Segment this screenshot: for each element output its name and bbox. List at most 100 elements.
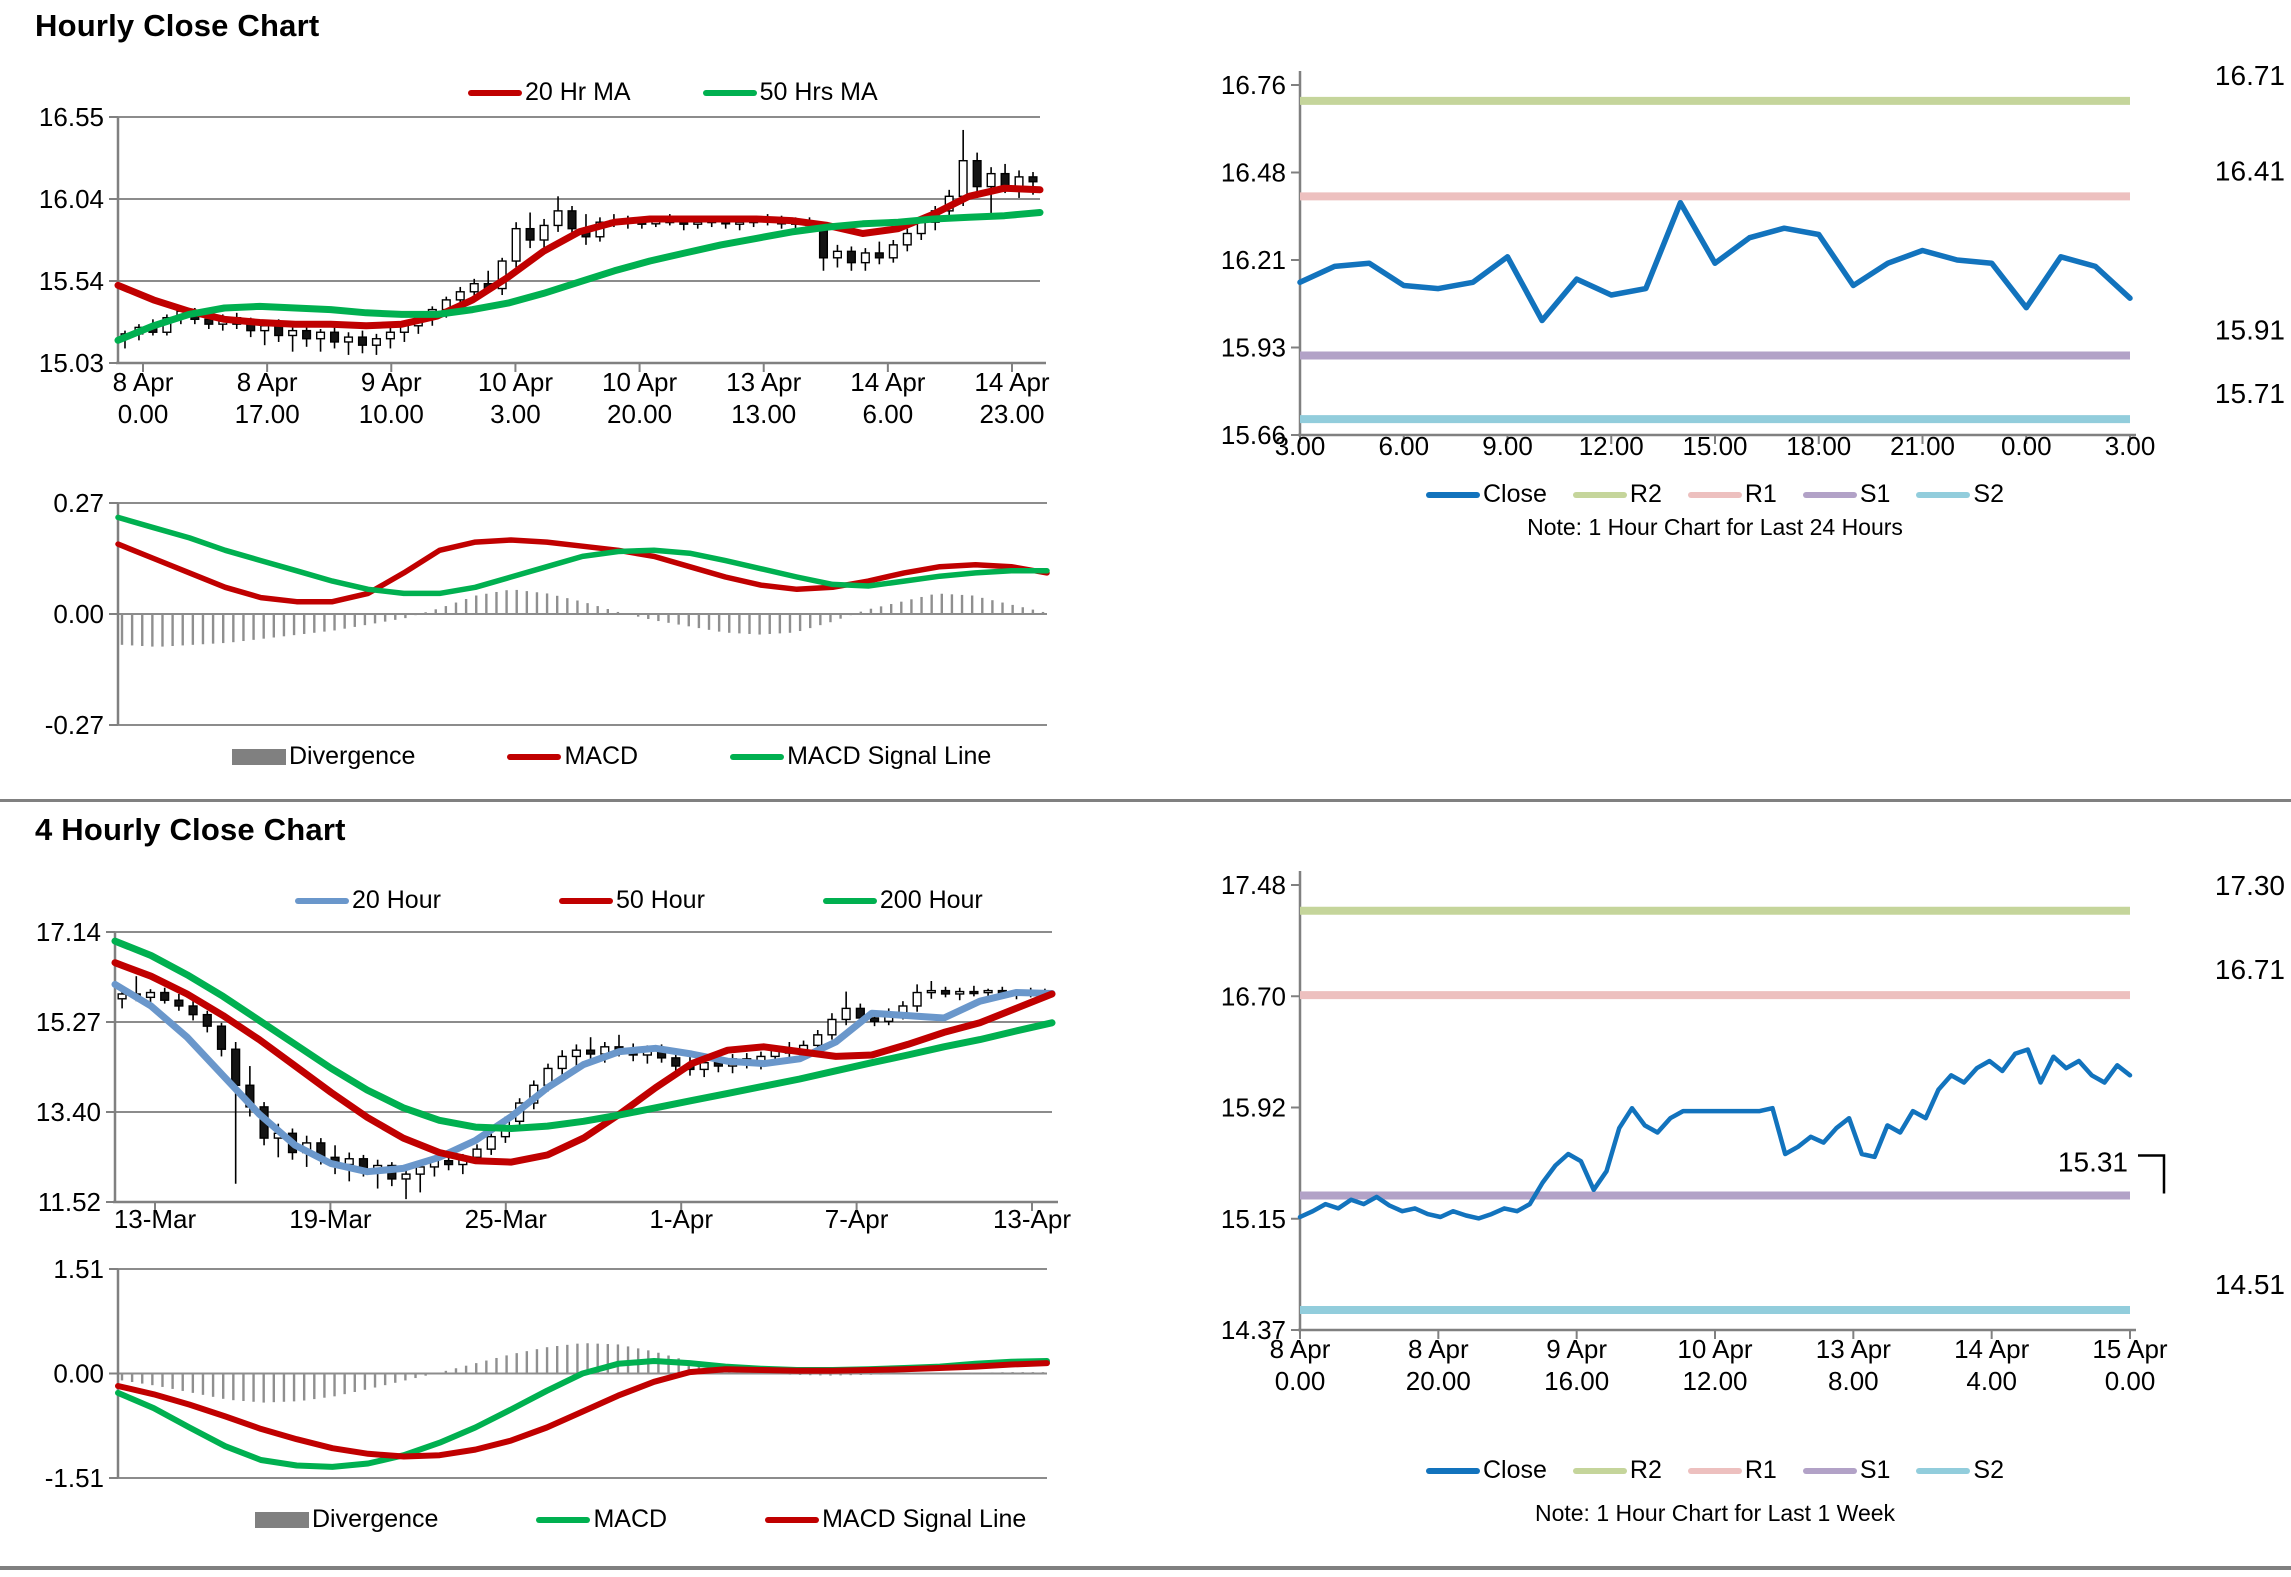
- candle-body: [260, 325, 270, 332]
- macd-lines: [115, 1360, 1050, 1460]
- x-tick-label: 8 Apr: [1270, 1334, 1331, 1364]
- legend-line-swatch: [295, 897, 349, 904]
- candle-body: [539, 224, 549, 241]
- x-tick-label: 13 Apr: [1816, 1334, 1892, 1364]
- legend-label: S1: [1859, 480, 1891, 508]
- x-tick-label: 15.00: [1682, 431, 1747, 461]
- x-tick-label: 20.00: [1406, 1366, 1471, 1396]
- candle-body: [972, 159, 982, 188]
- legend-line-swatch: [558, 897, 613, 904]
- legend-label: S2: [1973, 480, 2005, 508]
- legend-label: MACD Signal Line: [787, 742, 992, 770]
- legend-line-swatch: [1802, 491, 1857, 498]
- x-tick-label: 10 Apr: [478, 367, 554, 397]
- close-line: [1297, 1047, 2133, 1221]
- legend-line-swatch: [536, 1516, 591, 1523]
- legend-label: MACD Signal Line: [822, 1505, 1027, 1533]
- level-callout-bracket: [2138, 1154, 2166, 1194]
- y-tick-label: 13.40: [36, 1097, 101, 1127]
- candles: [117, 976, 1050, 1200]
- y-tick-label: -0.27: [45, 710, 104, 740]
- legend-label: Divergence: [312, 1505, 439, 1533]
- legend-item-r1: R1: [1687, 480, 1777, 509]
- candle-body: [469, 282, 479, 293]
- pivot-24h-legend: Close R2 R1 S1 S2: [1300, 480, 2130, 509]
- pivot-week-note: Note: 1 Hour Chart for Last 1 Week: [1534, 1500, 1896, 1526]
- candle-body: [455, 291, 465, 301]
- ma-lines: [111, 937, 1056, 1132]
- candle-body: [926, 989, 936, 994]
- candle-body: [145, 991, 156, 999]
- legend-label: R1: [1744, 480, 1777, 508]
- y-tick-label: 14.37: [1221, 1315, 1286, 1345]
- x-tick-label: 14 Apr: [850, 367, 926, 397]
- y-tick-label: 1.51: [53, 1254, 104, 1284]
- x-tick-label: 12.00: [1579, 431, 1644, 461]
- candle-body: [316, 331, 326, 340]
- candle-body: [371, 338, 381, 346]
- legend-line-swatch: [822, 897, 877, 904]
- x-ticks: 13-Mar 19-Mar 25-Mar 1-Apr 7-Apr 13-Apr: [114, 1202, 1071, 1234]
- legend-item-20-hour: 20 Hour: [295, 886, 441, 915]
- legend-item-20-hr-ma: 20 Hr MA: [468, 78, 631, 107]
- legend-label: R2: [1629, 1456, 1662, 1484]
- hourly-macd-chart: 0.27 0.00 -0.27: [45, 488, 1050, 740]
- candle-body: [986, 172, 996, 188]
- x-tick-label: 0.00: [2105, 1366, 2156, 1396]
- legend-item-s2: S2: [1916, 1456, 2004, 1485]
- y-tick-label: 0.00: [53, 599, 104, 629]
- x-tick-label: 1-Apr: [649, 1204, 713, 1234]
- legend-label: Close: [1482, 1456, 1547, 1484]
- y-tick-label: 16.48: [1221, 158, 1286, 188]
- candle-body: [671, 1057, 681, 1067]
- level-label-r1: 16.41: [2215, 155, 2285, 186]
- legend-line-swatch: [1802, 1467, 1857, 1474]
- level-label-r2: 17.30: [2215, 870, 2285, 901]
- level-label-r2: 16.71: [2215, 60, 2285, 91]
- x-ticks: 3.00 6.00 9.00 12.00 15.00 18.00 21.00 0.00 3.00: [1275, 431, 2156, 461]
- x-tick-label: 7-Apr: [825, 1204, 889, 1234]
- y-tick-label: 15.66: [1221, 420, 1286, 450]
- pivot-week-legend: Close R2 R1 S1 S2: [1300, 1456, 2130, 1485]
- x-tick-label: 19-Mar: [289, 1204, 372, 1234]
- legend-label: Close: [1482, 480, 1547, 508]
- level-label-s2: 15.71: [2215, 378, 2285, 409]
- x-tick-label: 13.00: [731, 399, 796, 429]
- candle-body: [983, 989, 993, 994]
- candle-body: [699, 1061, 709, 1071]
- candle-body: [1028, 176, 1038, 183]
- candle-body: [444, 1159, 454, 1166]
- y-tick-label: 15.92: [1221, 1093, 1286, 1123]
- candle-body: [511, 227, 521, 262]
- y-tick-label: 16.70: [1221, 981, 1286, 1011]
- y-tick-label: 16.76: [1221, 70, 1286, 100]
- y-tick-label: -1.51: [45, 1463, 104, 1493]
- legend-item-divergence: Divergence: [255, 1505, 438, 1534]
- ma-lines: [111, 959, 1056, 1166]
- close-series: [1297, 199, 2133, 324]
- x-tick-label: 3.00: [1275, 431, 1326, 461]
- candle-body: [486, 1135, 496, 1150]
- macd-grid: 1.51 0.00 -1.51: [45, 1254, 1047, 1493]
- x-tick-label: 14 Apr: [1954, 1334, 2030, 1364]
- y-tick-label: 17.48: [1221, 870, 1286, 900]
- candle-body: [302, 329, 312, 340]
- legend-label: MACD: [564, 742, 639, 770]
- legend-item-close: Close: [1425, 1456, 1547, 1485]
- x-tick-label: 10.00: [359, 399, 424, 429]
- axes: 17.48 16.70 15.92 15.15 14.37: [1221, 870, 2136, 1345]
- legend-label: 50 Hrs MA: [759, 78, 878, 106]
- divergence-bars: [120, 589, 1045, 647]
- candle-body: [385, 331, 395, 340]
- candle-body: [888, 244, 898, 259]
- four-hourly-close-chart: 17.14 15.27 13.40 11.52 13-Mar 19-Mar 25-Mar 1-…: [36, 917, 1071, 1234]
- x-tick-label: 8 Apr: [237, 367, 298, 397]
- x-tick-label: 12.00: [1682, 1366, 1747, 1396]
- ma-lines: [114, 209, 1044, 344]
- candle-body: [231, 1048, 241, 1086]
- candle-body: [1000, 172, 1010, 188]
- legend-line-swatch: [1572, 491, 1627, 498]
